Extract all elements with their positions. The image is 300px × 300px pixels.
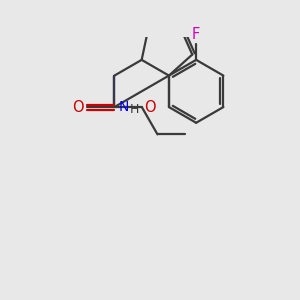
Text: F: F xyxy=(192,27,200,42)
Text: O: O xyxy=(145,100,156,115)
Text: H: H xyxy=(130,103,140,116)
Text: N: N xyxy=(118,100,129,114)
Text: O: O xyxy=(72,100,84,115)
